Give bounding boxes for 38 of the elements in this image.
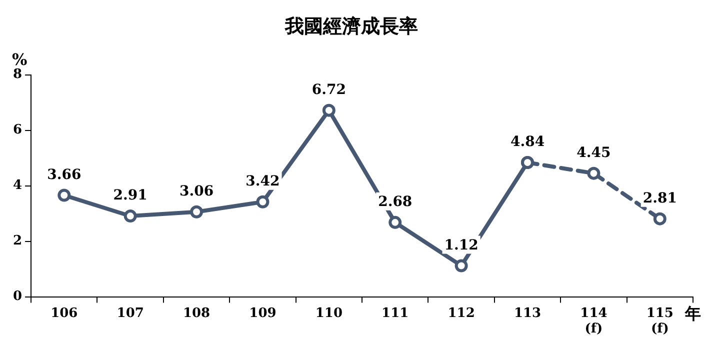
point (587, 166, 600, 180)
x-tick-label: 107 (116, 306, 144, 321)
data-label: 3.66 (47, 166, 82, 183)
point (653, 212, 666, 226)
point (256, 195, 270, 208)
data-label: 2.68 (378, 194, 412, 210)
x-tick-label: 106 (50, 306, 78, 321)
x-tick-label: 114 (f) (580, 306, 608, 337)
y-tick-label: 8 (13, 67, 22, 82)
x-tick-label: 109 (249, 306, 276, 321)
point (190, 205, 204, 218)
x-tick-label: 111 (382, 306, 409, 321)
data-label: 2.81 (642, 190, 677, 206)
data-label: 3.06 (179, 184, 214, 200)
data-label: 6.72 (312, 82, 346, 98)
data-label: 1.12 (444, 237, 478, 254)
point (322, 104, 336, 117)
point (521, 156, 534, 169)
x-tick-label: 110 (315, 306, 342, 321)
y-tick-label: 4 (13, 178, 22, 194)
point (388, 216, 402, 229)
data-label: 3.42 (246, 174, 280, 190)
data-label: 4.45 (576, 144, 611, 161)
point (454, 259, 468, 272)
x-axis-title: 年 (684, 304, 701, 323)
y-tick-label: 6 (13, 122, 22, 138)
data-label: 4.84 (510, 134, 545, 150)
x-tick-label: 115 (f) (646, 306, 674, 337)
data-label: 2.91 (113, 188, 148, 204)
y-tick-label: 2 (13, 234, 22, 249)
point (124, 210, 137, 223)
y-axis-title: % (12, 50, 28, 69)
x-tick-label: 113 (514, 306, 542, 321)
x-tick-label: 112 (448, 306, 475, 321)
y-tick-label: 0 (13, 289, 22, 304)
chart-title: 我國經濟成長率 (284, 15, 418, 38)
x-tick-label: 108 (182, 306, 210, 321)
point (58, 188, 71, 202)
